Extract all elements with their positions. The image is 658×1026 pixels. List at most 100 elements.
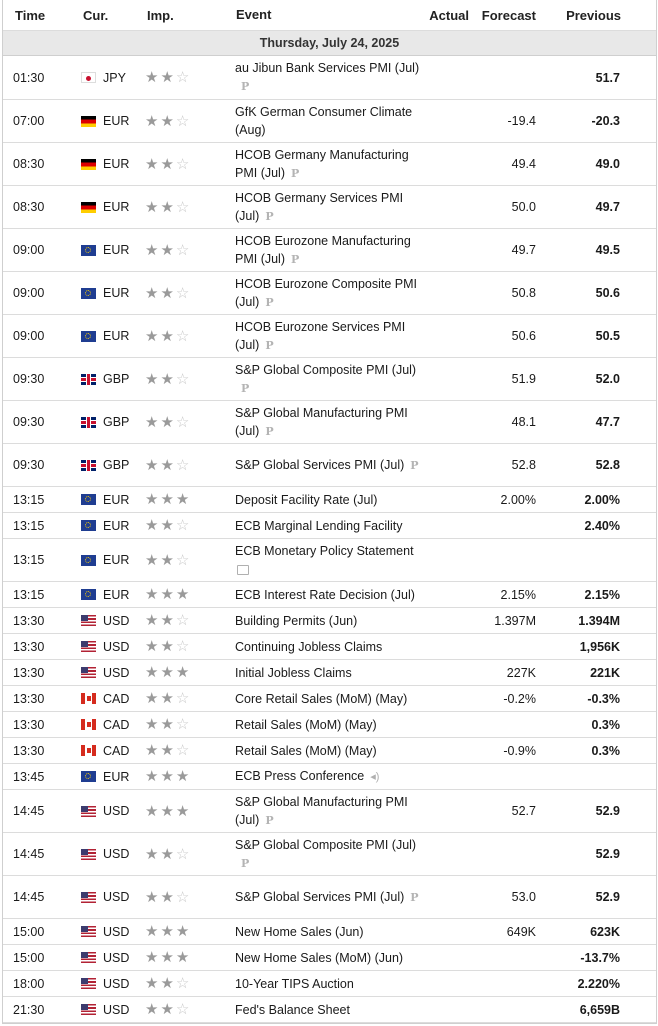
event-title[interactable]: S&P Global Services PMI (Jul) [235,457,405,472]
header-event[interactable]: Event [236,7,272,22]
event-name[interactable]: Retail Sales (MoM) (May) [235,738,423,763]
event-name[interactable]: ECB Interest Rate Decision (Jul) [235,582,423,607]
event-name[interactable]: Core Retail Sales (MoM) (May) [235,686,423,711]
event-name[interactable]: GfK German Consumer Climate (Aug) [235,100,423,142]
table-row[interactable]: 07:00 EUR ★ ★ ☆ GfK German Consumer Climate (… [3,100,656,143]
event-title[interactable]: Building Permits (Jun) [235,613,358,628]
event-title[interactable]: ECB Press Conference [235,769,365,783]
table-row[interactable]: 13:15 EUR ★ ★ ☆ ECB Monetary Policy Statement [3,539,656,582]
header-importance[interactable]: Imp. [147,7,174,23]
event-name[interactable]: S&P Global Manufacturing PMI (Jul) P [235,401,423,443]
table-row[interactable]: 21:30 USD ★ ★ ☆ Fed's Balance Sheet 6,659B [3,997,656,1023]
table-row[interactable]: 09:00 EUR ★ ★ ☆ HCOB Eurozone Manufacturing P… [3,229,656,272]
table-row[interactable]: 13:30 CAD ★ ★ ☆ Retail Sales (MoM) (May) 0.3% [3,712,656,738]
event-name[interactable]: New Home Sales (MoM) (Jun) [235,945,423,970]
event-name[interactable]: HCOB Germany Services PMI (Jul) P [235,186,423,228]
table-row[interactable]: 01:30 JPY ★ ★ ☆ au Jibun Bank Services PMI (J… [3,56,656,100]
event-name[interactable]: S&P Global Composite PMI (Jul) P [235,358,423,400]
table-row[interactable]: 15:00 USD ★ ★ ★ New Home Sales (Jun) 649K 623K [3,919,656,945]
table-row[interactable]: 13:15 EUR ★ ★ ★ Deposit Facility Rate (Jul) 2.… [3,487,656,513]
table-row[interactable]: 13:15 EUR ★ ★ ☆ ECB Marginal Lending Facility… [3,513,656,539]
event-name[interactable]: S&P Global Services PMI (Jul) P [235,444,423,486]
event-title[interactable]: S&P Global Manufacturing PMI (Jul) [235,405,408,438]
table-row[interactable]: 13:30 CAD ★ ★ ☆ Core Retail Sales (MoM) (May)… [3,686,656,712]
table-row[interactable]: 13:30 CAD ★ ★ ☆ Retail Sales (MoM) (May) -0.9%… [3,738,656,764]
table-row[interactable]: 13:15 EUR ★ ★ ★ ECB Interest Rate Decision (J… [3,582,656,608]
table-row[interactable]: 09:30 GBP ★ ★ ☆ S&P Global Manufacturing PMI … [3,401,656,444]
document-icon[interactable] [237,564,249,575]
event-title[interactable]: HCOB Germany Manufacturing PMI (Jul) [235,147,409,180]
event-name[interactable]: S&P Global Manufacturing PMI (Jul) P [235,790,423,832]
event-title[interactable]: Initial Jobless Claims [235,665,352,680]
event-title[interactable]: S&P Global Services PMI (Jul) [235,889,405,904]
table-row[interactable]: 09:00 EUR ★ ★ ☆ HCOB Eurozone Services PMI (J… [3,315,656,358]
event-title[interactable]: HCOB Eurozone Services PMI (Jul) [235,319,406,352]
event-title[interactable]: ECB Monetary Policy Statement [235,544,414,558]
event-name[interactable]: HCOB Germany Manufacturing PMI (Jul) P [235,143,423,185]
header-actual[interactable]: Actual [429,7,469,23]
table-row[interactable]: 09:00 EUR ★ ★ ☆ HCOB Eurozone Composite PMI (… [3,272,656,315]
table-row[interactable]: 18:00 USD ★ ★ ☆ 10-Year TIPS Auction 2.220% [3,971,656,997]
table-row[interactable]: 13:30 USD ★ ★ ☆ Building Permits (Jun) 1.397M 1… [3,608,656,634]
event-name[interactable]: HCOB Eurozone Services PMI (Jul) P [235,315,423,357]
table-row[interactable]: 08:30 EUR ★ ★ ☆ HCOB Germany Services PMI (Ju… [3,186,656,229]
event-actual [423,833,471,875]
event-title[interactable]: S&P Global Manufacturing PMI (Jul) [235,794,408,827]
event-name[interactable]: ECB Marginal Lending Facility [235,513,423,538]
table-row[interactable]: 13:30 USD ★ ★ ★ Initial Jobless Claims 227K 221… [3,660,656,686]
header-time[interactable]: Time [15,7,46,23]
event-name[interactable]: Retail Sales (MoM) (May) [235,712,423,737]
event-title[interactable]: ECB Interest Rate Decision (Jul) [235,587,415,602]
event-name[interactable]: HCOB Eurozone Manufacturing PMI (Jul) P [235,229,423,271]
event-name[interactable]: New Home Sales (Jun) [235,919,423,944]
event-name[interactable]: 10-Year TIPS Auction [235,971,423,996]
event-name[interactable]: Building Permits (Jun) [235,608,423,633]
event-name[interactable]: S&P Global Services PMI (Jul) P [235,876,423,918]
event-name[interactable]: Continuing Jobless Claims [235,634,423,659]
event-title[interactable]: HCOB Eurozone Manufacturing PMI (Jul) [235,233,411,266]
event-title[interactable]: GfK German Consumer Climate (Aug) [235,105,413,137]
event-title[interactable]: S&P Global Composite PMI (Jul) [235,362,417,377]
header-previous[interactable]: Previous [566,7,621,23]
event-title[interactable]: Fed's Balance Sheet [235,1002,350,1017]
table-row[interactable]: 09:30 GBP ★ ★ ☆ S&P Global Composite PMI (Jul… [3,358,656,401]
event-name[interactable]: Initial Jobless Claims [235,660,423,685]
table-row[interactable]: 13:30 USD ★ ★ ☆ Continuing Jobless Claims 1,95… [3,634,656,660]
event-title[interactable]: 10-Year TIPS Auction [235,976,354,991]
event-title[interactable]: Core Retail Sales (MoM) (May) [235,691,408,706]
event-title[interactable]: New Home Sales (MoM) (Jun) [235,950,404,965]
event-title[interactable]: Deposit Facility Rate (Jul) [235,492,378,507]
table-row[interactable]: 14:45 USD ★ ★ ★ S&P Global Manufacturing PMI … [3,790,656,833]
event-title[interactable]: Continuing Jobless Claims [235,639,383,654]
event-name[interactable]: ECB Press Conference ◂) [235,764,423,789]
event-name[interactable]: ECB Monetary Policy Statement [235,539,423,581]
event-actual [423,764,471,789]
speaker-icon[interactable]: ◂) [370,771,380,783]
currency-code: USD [103,890,130,904]
event-title[interactable]: New Home Sales (Jun) [235,924,364,939]
event-name[interactable]: Fed's Balance Sheet [235,997,423,1022]
event-title[interactable]: S&P Global Composite PMI (Jul) [235,837,417,852]
table-row[interactable]: 08:30 EUR ★ ★ ☆ HCOB Germany Manufacturing PM… [3,143,656,186]
event-title[interactable]: HCOB Eurozone Composite PMI (Jul) [235,276,418,309]
header-forecast[interactable]: Forecast [481,7,536,23]
table-row[interactable]: 14:45 USD ★ ★ ☆ S&P Global Services PMI (Jul)… [3,876,656,919]
header-currency[interactable]: Cur. [83,7,109,23]
table-row[interactable]: 13:45 EUR ★ ★ ★ ECB Press Conference ◂) [3,764,656,790]
event-name[interactable]: Deposit Facility Rate (Jul) [235,487,423,512]
event-title[interactable]: au Jibun Bank Services PMI (Jul) [235,61,420,75]
event-name[interactable]: S&P Global Composite PMI (Jul) P [235,833,423,875]
event-title[interactable]: ECB Marginal Lending Facility [235,518,403,533]
event-title[interactable]: Retail Sales (MoM) (May) [235,743,377,758]
table-row[interactable]: 15:00 USD ★ ★ ★ New Home Sales (MoM) (Jun) -13… [3,945,656,971]
event-title[interactable]: HCOB Germany Services PMI (Jul) [235,190,404,223]
importance-stars: ★ ★ ☆ [145,833,225,875]
event-forecast: 53.0 [511,890,536,904]
event-name[interactable]: HCOB Eurozone Composite PMI (Jul) P [235,272,423,314]
event-time: 09:30 [13,372,45,386]
table-row[interactable]: 09:30 GBP ★ ★ ☆ S&P Global Services PMI (Jul)… [3,444,656,487]
event-title[interactable]: Retail Sales (MoM) (May) [235,717,377,732]
event-name[interactable]: au Jibun Bank Services PMI (Jul) P [235,56,423,99]
table-row[interactable]: 14:45 USD ★ ★ ☆ S&P Global Composite PMI (Jul… [3,833,656,876]
star-filled-icon: ★ [160,327,174,345]
